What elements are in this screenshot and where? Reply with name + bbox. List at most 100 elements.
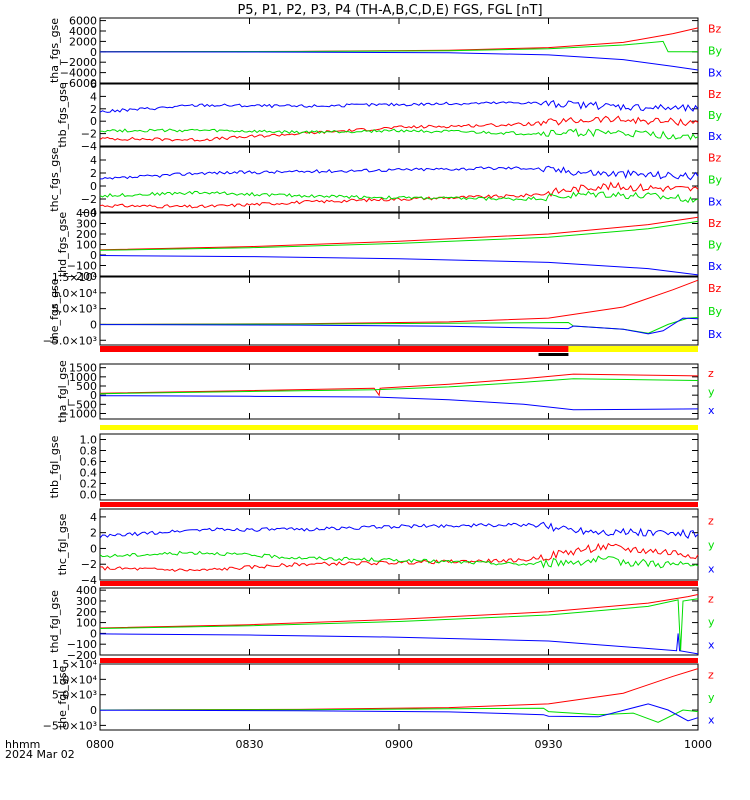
series-line-y	[99, 317, 699, 334]
y-axis-label: the_fgl_gse	[56, 666, 69, 729]
y-axis-label: thd_fgs_gse	[56, 212, 69, 278]
y-tick-label: 0	[90, 627, 97, 640]
legend-label-x: x	[708, 404, 715, 417]
y-tick-label: −200	[67, 649, 97, 662]
x-tick-label: 0830	[236, 738, 264, 751]
legend-label-z: z	[708, 669, 714, 682]
series-line-z	[99, 27, 699, 53]
y-tick-label: 0	[90, 389, 97, 402]
y-tick-label: −100	[67, 260, 97, 273]
plot-title: P5, P1, P2, P3, P4 (TH-A,B,C,D,E) FGS, F…	[237, 3, 542, 18]
series-line-z	[99, 279, 699, 325]
legend-label-x: x	[708, 563, 715, 576]
y-tick-label: 0.8	[80, 445, 98, 458]
series-line-y	[99, 190, 699, 204]
y-tick-label: 0.2	[80, 478, 98, 491]
y-tick-label: 0	[90, 318, 97, 331]
series-line-x	[99, 521, 699, 539]
series-line-y	[99, 378, 699, 395]
y-tick-label: 0	[90, 180, 97, 193]
legend-label-x: x	[708, 638, 715, 651]
legend-label-y: By	[708, 174, 723, 187]
x-tick-label: 0930	[535, 738, 563, 751]
series-line-y	[99, 598, 699, 651]
y-tick-label: 400	[76, 207, 97, 220]
y-tick-label: 200	[76, 228, 97, 241]
series-line-x	[100, 165, 699, 181]
legend-label-z: z	[708, 514, 714, 527]
y-tick-label: 2000	[69, 35, 97, 48]
status-bar-red	[100, 581, 698, 586]
y-tick-label: −4	[81, 574, 97, 587]
series-line-y	[99, 707, 699, 723]
legend-label-z: Bz	[708, 217, 722, 230]
y-tick-label: 0	[90, 249, 97, 262]
series-line-x	[99, 395, 699, 411]
y-axis-label: thc_fgs_gse	[48, 147, 61, 212]
y-tick-label: 200	[76, 606, 97, 619]
status-bar-black	[538, 353, 569, 356]
y-tick-label: 0.6	[80, 456, 98, 469]
y-tick-label: 0	[90, 704, 97, 717]
y-axis-label: thb_fgs_gse	[56, 82, 69, 148]
y-tick-label: 300	[76, 218, 97, 231]
y-axis-label: the_fgs_gse	[48, 278, 61, 343]
y-tick-label: −100	[67, 638, 97, 651]
legend-label-y: By	[708, 109, 723, 122]
series-line-x	[99, 633, 699, 655]
legend-label-x: x	[708, 713, 715, 726]
series-line-y	[99, 40, 698, 53]
panel-thc_fgs_gse: 420−2−4 thc_fgs_gse Bz By Bx	[48, 146, 723, 219]
legend-label-x: Bx	[708, 260, 723, 273]
y-tick-label: 0	[90, 46, 97, 59]
series-line-z	[99, 115, 699, 142]
series-line-x	[99, 99, 699, 113]
x-tick-label: 0900	[385, 738, 413, 751]
y-tick-label: 2	[90, 527, 97, 540]
y-tick-label: −500	[67, 398, 97, 411]
y-tick-label: 0	[90, 542, 97, 555]
time-axis-label: hhmm	[5, 738, 40, 751]
legend-label-y: y	[708, 539, 715, 552]
y-tick-label: −5.0×10³	[43, 719, 97, 732]
series-line-z	[99, 216, 699, 251]
legend-label-x: Bx	[708, 328, 723, 341]
y-tick-label: 6	[90, 78, 97, 91]
series-line-x	[99, 703, 699, 722]
y-tick-label: 0	[90, 115, 97, 128]
panel-frame	[99, 663, 699, 731]
status-bar-red	[100, 502, 698, 507]
series-line-z	[100, 542, 699, 572]
y-tick-label: −5.0×10³	[43, 334, 97, 347]
legend-label-y: By	[708, 305, 723, 318]
panel-the_fgl_gse: 1.5×10⁴ 1.0×10⁴ 5.0×10³ 0 −5.0×10³the_fgl_gs…	[43, 658, 715, 732]
x-tick-label: 0800	[86, 738, 114, 751]
panel-frame	[99, 83, 699, 147]
panel-the_fgs_gse: 1.5×10⁴ 1.0×10⁴ 5.0×10³ 0 −5.0×10³the_fgs_gs…	[43, 271, 723, 347]
y-tick-label: 4	[90, 90, 97, 103]
legend-label-y: y	[708, 691, 715, 704]
y-tick-label: 2	[90, 167, 97, 180]
panel-frame	[99, 276, 699, 346]
legend-label-y: y	[708, 386, 715, 399]
y-tick-label: 300	[76, 595, 97, 608]
legend-label-z: Bz	[708, 282, 722, 295]
legend-label-z: z	[708, 367, 714, 380]
legend-label-y: By	[708, 239, 723, 252]
y-tick-label: −6000	[60, 77, 97, 90]
y-tick-label: 500	[76, 380, 97, 393]
series-line-y	[99, 220, 699, 251]
y-tick-label: 6000	[69, 15, 97, 28]
y-tick-label: 5.0×10³	[52, 689, 97, 702]
status-bar-red	[100, 346, 569, 352]
y-tick-label: −200	[67, 270, 97, 283]
y-tick-label: 0.0	[80, 489, 98, 502]
y-tick-label: 4	[90, 154, 97, 167]
series-line-z	[99, 373, 699, 397]
legend-label-y: By	[708, 45, 723, 58]
legend-label-z: Bz	[708, 88, 722, 101]
